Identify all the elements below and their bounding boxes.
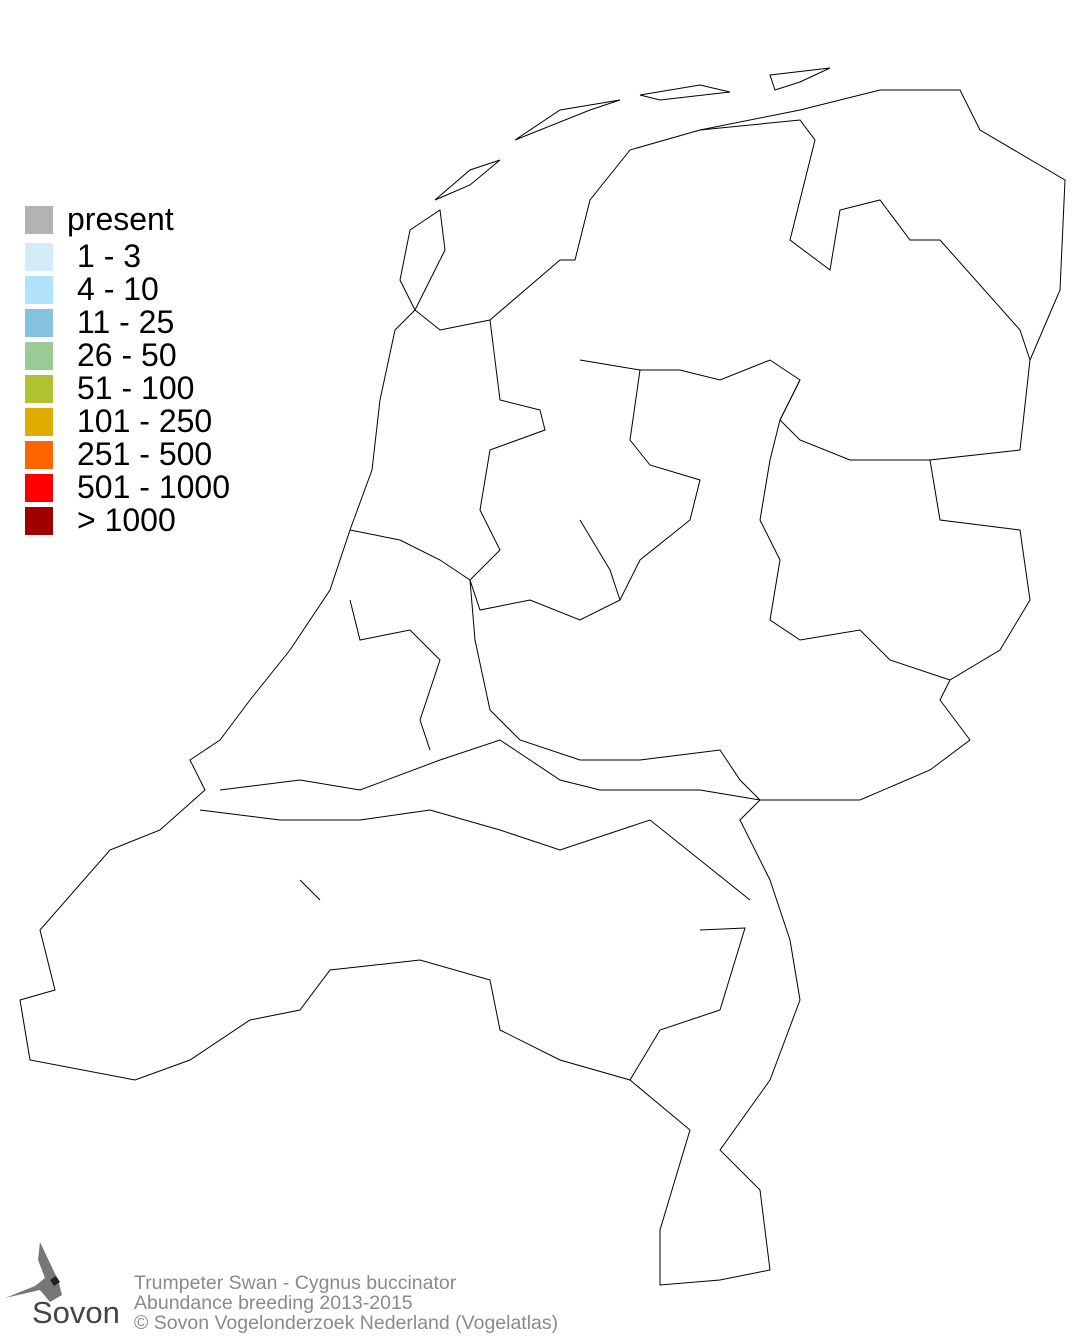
legend-item: 51 - 100 <box>25 370 194 406</box>
wadden-island-terschelling <box>514 99 621 141</box>
legend-swatch <box>25 275 53 304</box>
legend-swatch <box>25 473 53 502</box>
wadden-island-vlieland <box>434 159 501 201</box>
legend-label: 501 - 1000 <box>77 469 231 505</box>
wadden-island-schiermonnikoog <box>769 67 831 91</box>
legend-swatch <box>25 407 53 436</box>
legend-label: 26 - 50 <box>77 337 177 373</box>
legend-swatch <box>25 506 53 535</box>
swallow-icon <box>5 1242 62 1302</box>
legend-item: 101 - 250 <box>25 403 212 439</box>
map-caption: Trumpeter Swan - Cygnus buccinator Abund… <box>134 1273 558 1333</box>
legend-swatch <box>25 341 53 370</box>
country-outline <box>19 89 1066 1286</box>
legend-label: present <box>67 201 174 237</box>
legend-label: 1 - 3 <box>77 238 142 274</box>
wadden-island-texel <box>399 209 446 312</box>
legend-swatch <box>25 205 53 234</box>
legend-item: 4 - 10 <box>25 271 159 307</box>
legend-item: 11 - 25 <box>25 304 174 340</box>
legend-label: > 1000 <box>77 502 176 538</box>
legend-swatch <box>25 374 53 403</box>
sovon-logo-text: Sovon <box>32 1295 120 1330</box>
legend-swatch <box>25 242 53 271</box>
legend-item: 501 - 1000 <box>25 469 230 505</box>
wadden-island-ameland <box>639 84 731 101</box>
legend-label: 101 - 250 <box>77 403 213 439</box>
legend-item: > 1000 <box>25 502 176 538</box>
legend-item-present: present <box>25 201 174 237</box>
species-title: Trumpeter Swan - Cygnus buccinator <box>134 1272 457 1294</box>
legend-swatch <box>25 308 53 337</box>
legend-item: 1 - 3 <box>25 238 141 274</box>
legend-swatch <box>25 440 53 469</box>
map-subtitle: Abundance breeding 2013-2015 <box>134 1292 413 1314</box>
ijsselmeer-shore <box>469 319 801 621</box>
copyright: © Sovon Vogelonderzoek Nederland (Vogela… <box>134 1312 559 1334</box>
province-border <box>199 119 1031 1081</box>
legend-item: 26 - 50 <box>25 337 177 373</box>
legend-label: 11 - 25 <box>77 304 175 340</box>
legend-label: 251 - 500 <box>77 436 213 472</box>
legend-item: 251 - 500 <box>25 436 212 472</box>
legend-label: 4 - 10 <box>77 271 159 307</box>
legend-label: 51 - 100 <box>77 370 195 406</box>
